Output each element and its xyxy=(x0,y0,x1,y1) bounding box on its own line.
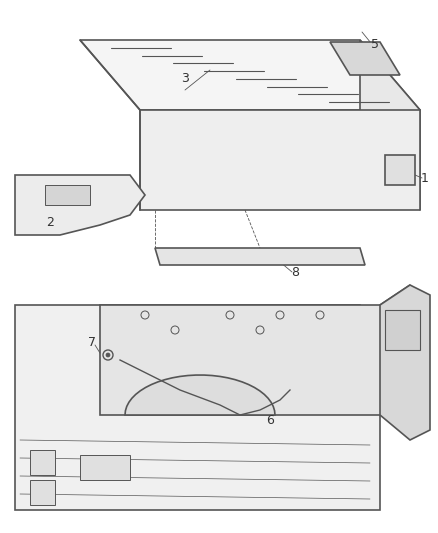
Polygon shape xyxy=(125,375,275,415)
Polygon shape xyxy=(15,305,380,510)
Polygon shape xyxy=(330,42,400,75)
Polygon shape xyxy=(30,450,55,475)
Polygon shape xyxy=(100,285,410,415)
Polygon shape xyxy=(45,185,90,205)
Text: 5: 5 xyxy=(371,38,379,52)
Text: 3: 3 xyxy=(181,71,189,85)
Polygon shape xyxy=(385,310,420,350)
Text: 1: 1 xyxy=(421,172,429,184)
Text: 6: 6 xyxy=(266,414,274,426)
Polygon shape xyxy=(385,155,415,185)
Polygon shape xyxy=(15,175,145,235)
Polygon shape xyxy=(380,285,430,440)
Polygon shape xyxy=(80,40,420,110)
Polygon shape xyxy=(30,480,55,505)
Circle shape xyxy=(106,353,110,357)
Text: 2: 2 xyxy=(46,215,54,229)
Text: 7: 7 xyxy=(88,336,96,350)
Text: 8: 8 xyxy=(291,265,299,279)
Polygon shape xyxy=(360,40,420,210)
Polygon shape xyxy=(140,110,420,210)
Polygon shape xyxy=(80,455,130,480)
Polygon shape xyxy=(155,248,365,265)
